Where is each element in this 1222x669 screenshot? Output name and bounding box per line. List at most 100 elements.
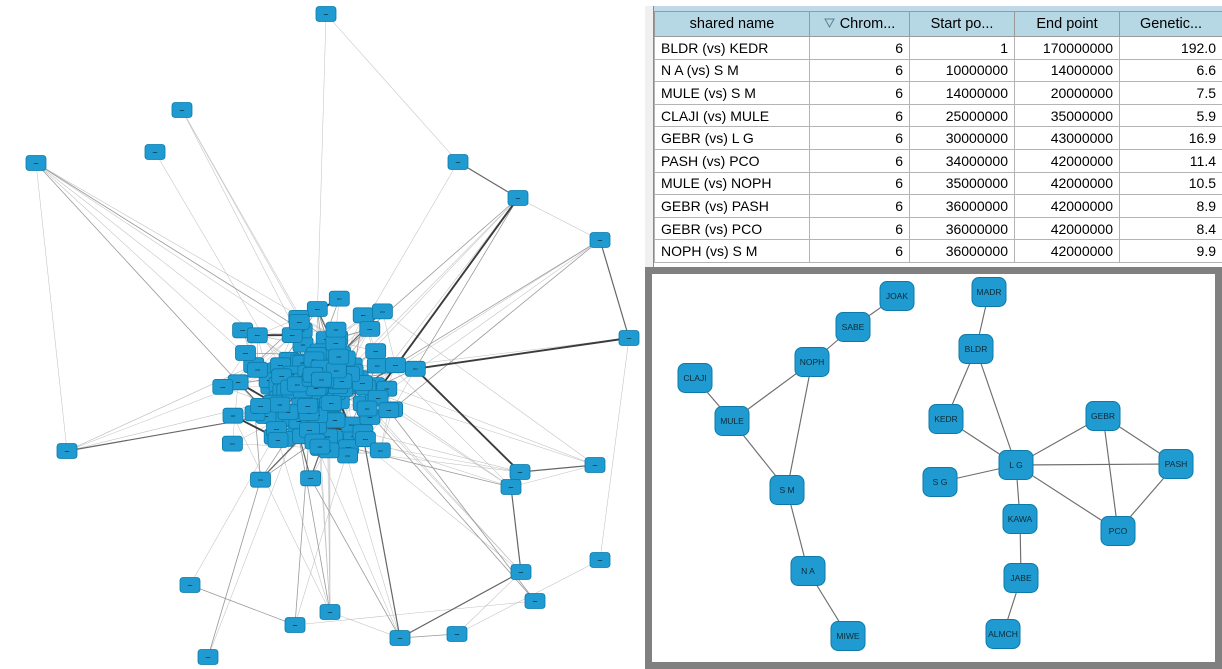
main-network-edge[interactable] (35, 162, 338, 339)
subnetwork-node-joak[interactable]: JOAK (879, 281, 915, 311)
subnetwork-node-n-a[interactable]: N A (790, 556, 826, 586)
table-row[interactable]: NOPH (vs) S M 6 36000000 42000000 9.9 (654, 239, 1222, 263)
subnetwork-nodes[interactable]: JOAK MADR SABE BLDR NOPH CLAJI GEBR KEDR MULE L G… (677, 277, 1194, 651)
main-network-edge[interactable] (392, 239, 601, 410)
main-network-node[interactable]: •••• (328, 348, 350, 365)
subnetwork-node-miwe[interactable]: MIWE (830, 621, 866, 651)
main-network-node[interactable]: •••• (250, 471, 271, 488)
column-header-genetic[interactable]: Genetic... (1119, 11, 1222, 37)
main-network-node[interactable]: •••• (25, 155, 47, 171)
main-network-edge[interactable] (35, 162, 321, 352)
subnetwork-node-s-m[interactable]: S M (769, 475, 805, 505)
main-network-node[interactable]: •••• (507, 190, 529, 206)
main-network-edge[interactable] (382, 311, 396, 366)
main-network-node[interactable]: •••• (404, 360, 426, 377)
main-network-node[interactable]: •••• (584, 457, 606, 473)
main-network-edge[interactable] (375, 351, 512, 488)
table-row[interactable]: N A (vs) S M 6 10000000 14000000 6.6 (654, 58, 1222, 83)
main-network-edge[interactable] (510, 486, 522, 573)
main-network-edge[interactable] (392, 409, 512, 488)
subnetwork-node-madr[interactable]: MADR (971, 277, 1007, 307)
main-network-node[interactable]: •••• (288, 314, 310, 330)
main-network-node[interactable]: •••• (197, 649, 219, 665)
main-network-node[interactable]: •••• (446, 626, 468, 642)
edge-table-panel[interactable]: shared name Chrom... Start po... End poi… (645, 6, 1222, 267)
main-network-canvas[interactable]: •••• •••• •••• •••• •••• •••• •••• •••• •••• ••••… (0, 0, 645, 669)
main-network-node[interactable]: •••• (284, 617, 306, 633)
subnetwork-node-gebr[interactable]: GEBR (1085, 401, 1121, 431)
main-network-node[interactable]: •••• (247, 361, 269, 378)
main-network-node[interactable]: •••• (221, 435, 243, 452)
main-network-edge[interactable] (294, 447, 349, 626)
main-network-node[interactable]: •••• (378, 402, 400, 419)
main-network-node[interactable]: •••• (447, 154, 469, 170)
main-network-edge[interactable] (336, 161, 459, 371)
main-network-edge[interactable] (414, 368, 521, 473)
main-network-node[interactable]: •••• (589, 232, 611, 248)
subnetwork-node-pash[interactable]: PASH (1158, 449, 1194, 479)
main-network-node[interactable]: •••• (325, 321, 347, 338)
main-network-node[interactable]: •••• (319, 604, 341, 620)
main-network-node[interactable]: •••• (325, 335, 347, 351)
main-network-edge[interactable] (181, 109, 300, 319)
main-network-node[interactable]: •••• (297, 397, 319, 414)
main-network-node[interactable]: •••• (369, 442, 391, 459)
table-row[interactable]: CLAJI (vs) MULE 6 25000000 35000000 5.9 (654, 103, 1222, 128)
subnetwork-node-bldr[interactable]: BLDR (958, 334, 994, 364)
main-network-edge[interactable] (599, 337, 630, 561)
table-row[interactable]: MULE (vs) NOPH 6 35000000 42000000 10.5 (654, 171, 1222, 196)
main-network-node[interactable]: •••• (509, 464, 531, 480)
subnetwork-node-almch[interactable]: ALMCH (985, 619, 1021, 649)
main-network-node[interactable]: •••• (56, 443, 78, 459)
main-network-node[interactable]: •••• (306, 301, 328, 317)
main-network-edge[interactable] (207, 479, 261, 658)
main-network-node[interactable]: •••• (324, 412, 346, 429)
edge-table-body[interactable]: BLDR (vs) KEDR 6 1 170000000 192.0 N A (vs) S… (654, 36, 1222, 263)
main-network-node[interactable]: •••• (179, 577, 201, 593)
main-network-node[interactable]: •••• (510, 564, 532, 580)
main-network-node[interactable]: •••• (144, 144, 166, 160)
main-network-edge[interactable] (232, 415, 331, 613)
subnetwork-edge[interactable] (975, 348, 1017, 466)
main-network-edge[interactable] (599, 239, 630, 339)
main-network-edge[interactable] (181, 109, 304, 345)
main-network-edge[interactable] (328, 450, 331, 613)
main-network-node[interactable]: •••• (328, 290, 350, 307)
main-network-node[interactable]: •••• (269, 396, 291, 413)
main-network-edge[interactable] (414, 197, 519, 370)
main-network-edge[interactable] (254, 413, 261, 480)
subnetwork-node-noph[interactable]: NOPH (794, 347, 830, 377)
main-network-edge[interactable] (294, 429, 310, 626)
main-network-node[interactable]: •••• (356, 400, 378, 417)
table-row[interactable]: MULE (vs) S M 6 14000000 20000000 7.5 (654, 81, 1222, 105)
main-network-edge[interactable] (362, 403, 522, 573)
main-network-edge[interactable] (310, 478, 401, 639)
edge-table[interactable]: shared name Chrom... Start po... End poi… (654, 11, 1222, 263)
main-network-edge[interactable] (320, 447, 331, 613)
main-network-edge[interactable] (189, 584, 296, 626)
main-network-node[interactable]: •••• (524, 593, 546, 609)
main-network-edge[interactable] (362, 431, 521, 473)
main-network-edge[interactable] (315, 13, 327, 355)
main-network-edge[interactable] (309, 429, 401, 639)
table-row[interactable]: GEBR (vs) L G 6 30000000 43000000 16.9 (654, 126, 1222, 150)
main-network-node[interactable]: •••• (354, 431, 376, 448)
column-header-start-point[interactable]: Start po... (909, 11, 1015, 37)
subnetwork-node-kedr[interactable]: KEDR (928, 404, 964, 434)
main-network-node[interactable]: •••• (365, 343, 387, 360)
subnetwork-view[interactable]: JOAK MADR SABE BLDR NOPH CLAJI GEBR KEDR MULE L G… (645, 267, 1222, 669)
main-network-edge[interactable] (66, 398, 279, 452)
main-network-node[interactable]: •••• (235, 345, 256, 361)
main-network-node[interactable]: •••• (320, 395, 342, 412)
main-network-node[interactable]: •••• (371, 303, 393, 320)
main-network-node[interactable]: •••• (589, 552, 611, 568)
column-header-end-point[interactable]: End point (1014, 11, 1120, 37)
main-network-node[interactable]: •••• (359, 320, 381, 337)
subnetwork-node-pco[interactable]: PCO (1100, 516, 1136, 546)
main-network-edge[interactable] (395, 239, 601, 366)
main-network-edge[interactable] (374, 197, 519, 386)
main-network-edge[interactable] (294, 600, 536, 626)
subnetwork-node-jabe[interactable]: JABE (1003, 563, 1039, 593)
subnetwork-node-sabe[interactable]: SABE (835, 312, 871, 342)
main-network-node[interactable]: •••• (315, 6, 337, 22)
